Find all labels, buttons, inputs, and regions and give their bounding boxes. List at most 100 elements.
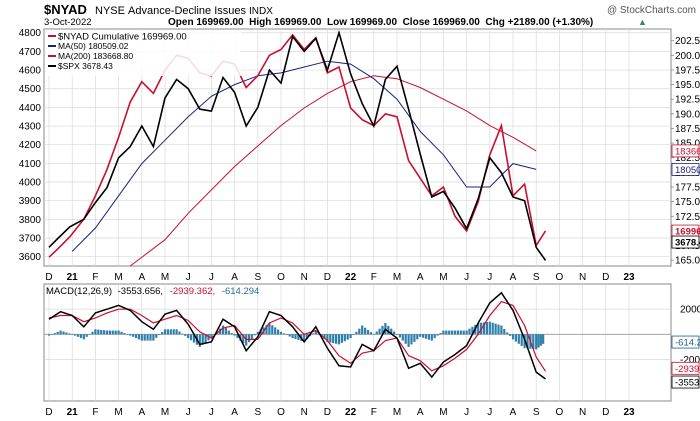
macd-histogram-bar <box>358 328 361 335</box>
macd-histogram-bar <box>277 329 280 335</box>
macd-histogram-bar <box>335 334 338 344</box>
last-value-box <box>671 144 700 158</box>
chart-exchange: NYSE <box>95 5 125 17</box>
price-panel: 3600 3700 3800 3900 4000 4100 4200 4300 4400 4500… <box>19 28 700 266</box>
right-tick-label: 187.5K <box>675 124 700 135</box>
macd-histogram-bar <box>120 331 123 335</box>
macd-last-value-labels: -614.294 -2939.362 -3553.656 <box>671 335 700 389</box>
macd-x-tick-label: S <box>254 407 261 418</box>
spx-line <box>48 29 547 261</box>
macd-histogram-bar <box>192 334 196 343</box>
macd-histogram-bar <box>451 330 454 335</box>
macd-histogram-bar <box>82 334 85 340</box>
macd-histogram-bar <box>268 323 271 335</box>
left-tick-label: 3700 <box>19 234 42 245</box>
macd-x-tick-label: F <box>92 407 98 418</box>
macd-x-tick-label: O <box>556 407 564 418</box>
legend-ma50: MA(50) 180509.02 <box>58 41 129 51</box>
macd-histogram-bar <box>158 334 161 335</box>
macd-histogram-bar <box>404 334 407 344</box>
macd-histogram-bar <box>375 331 378 335</box>
macd-x-tick-label: A <box>138 407 145 418</box>
nyad-line <box>48 33 547 258</box>
macd-histogram-bar <box>140 334 143 341</box>
x-tick-label: O <box>556 272 564 283</box>
last-value-label: 169969.00 <box>675 227 700 238</box>
x-tick-label: F <box>371 272 377 283</box>
macd-histogram-bar <box>253 334 256 336</box>
macd-histogram-bar <box>94 329 97 335</box>
macd-histogram-bar <box>401 334 404 341</box>
macd-histogram-bar <box>178 331 181 335</box>
ma200-line <box>129 75 537 267</box>
macd-histogram-bar <box>433 334 436 339</box>
x-tick-label: J <box>487 272 492 283</box>
macd-histogram-bar <box>242 334 245 344</box>
chart-index-tag: INDX <box>249 6 273 17</box>
x-tick-label: J <box>464 272 469 283</box>
macd-histogram-bar <box>117 330 120 335</box>
x-tick-label: D <box>324 272 331 283</box>
legend-nyad: $NYAD Cumulative 169969.00 <box>58 32 187 43</box>
x-tick-label: D <box>602 272 609 283</box>
macd-histogram-bar <box>448 330 451 335</box>
macd-histogram-bar <box>326 334 329 342</box>
macd-histogram-bar <box>468 328 471 335</box>
left-tick-label: 4700 <box>19 47 42 58</box>
macd-x-tick-label: J <box>487 407 492 418</box>
macd-histogram-bar <box>337 334 341 345</box>
macd-histogram-bar <box>456 330 459 335</box>
macd-histogram-bar <box>494 323 497 335</box>
macd-axis-ticks: 2000 -2000 <box>680 305 700 366</box>
macd-histogram-bar <box>366 329 370 335</box>
macd-histogram-bar <box>390 328 393 335</box>
price-x-axis: D 21 F M A M J J A S O N D 22 F M A M J J A S O N D 23 <box>45 272 635 283</box>
macd-x-tick-label: M <box>439 407 447 418</box>
macd-last-value-box <box>671 361 700 375</box>
macd-histogram-bar <box>126 334 129 335</box>
macd-histogram-bar <box>175 329 178 335</box>
macd-x-tick-label: A <box>231 407 238 418</box>
macd-histogram-bar <box>137 334 140 340</box>
macd-histogram-bar <box>393 331 396 335</box>
macd-tick-label: 2000 <box>680 305 700 316</box>
macd-histogram-bar <box>436 334 439 336</box>
x-tick-label: J <box>209 272 214 283</box>
macd-histogram-bar <box>169 329 172 335</box>
macd-histogram-bar <box>79 334 82 339</box>
macd-histogram-bar <box>526 334 529 349</box>
macd-histogram-bar <box>346 334 349 340</box>
macd-histogram-bar <box>332 334 335 344</box>
macd-histogram-bar <box>100 329 103 335</box>
macd-histogram-bar <box>271 325 274 335</box>
macd-histogram-bar <box>465 330 468 335</box>
macd-histogram-bar <box>488 321 491 335</box>
x-tick-label: 22 <box>345 272 357 283</box>
macd-tick-label: -2000 <box>680 355 700 366</box>
last-value-label: 3678.43 <box>675 238 700 249</box>
last-value-labels: 183668.80 180509.02 169969.003678.43 <box>671 144 700 249</box>
macd-histogram-bar <box>198 334 201 347</box>
macd-histogram-bar <box>537 334 540 348</box>
macd-x-tick-label: O <box>277 407 285 418</box>
left-tick-label: 4200 <box>19 140 42 151</box>
macd-x-axis: D 21 F M A M J J A S O N D 22 F M A M J J A S O N D 23 <box>45 407 635 418</box>
right-tick-label: 182.5K <box>675 153 700 164</box>
macd-histogram-bar <box>184 334 187 336</box>
left-tick-label: 4600 <box>19 66 42 77</box>
macd-histogram-bar <box>500 325 503 335</box>
macd-histogram-bar <box>227 330 230 335</box>
macd-x-tick-label: J <box>464 407 469 418</box>
x-tick-label: S <box>533 272 540 283</box>
last-value-label: 183668.80 <box>675 146 700 157</box>
macd-histogram-bar <box>143 334 146 341</box>
macd-x-tick-label: D <box>45 407 52 418</box>
macd-histogram-bar <box>53 333 56 335</box>
macd-histogram-bar <box>207 334 210 341</box>
legend-ma200: MA(200) 183668.80 <box>58 51 133 61</box>
macd-last-value-label: -3553.656 <box>675 378 700 389</box>
macd-x-tick-label: J <box>209 407 214 418</box>
macd-histogram-bar <box>459 330 462 335</box>
macd-histogram-bar <box>477 323 480 335</box>
macd-x-tick-label: N <box>301 407 308 418</box>
